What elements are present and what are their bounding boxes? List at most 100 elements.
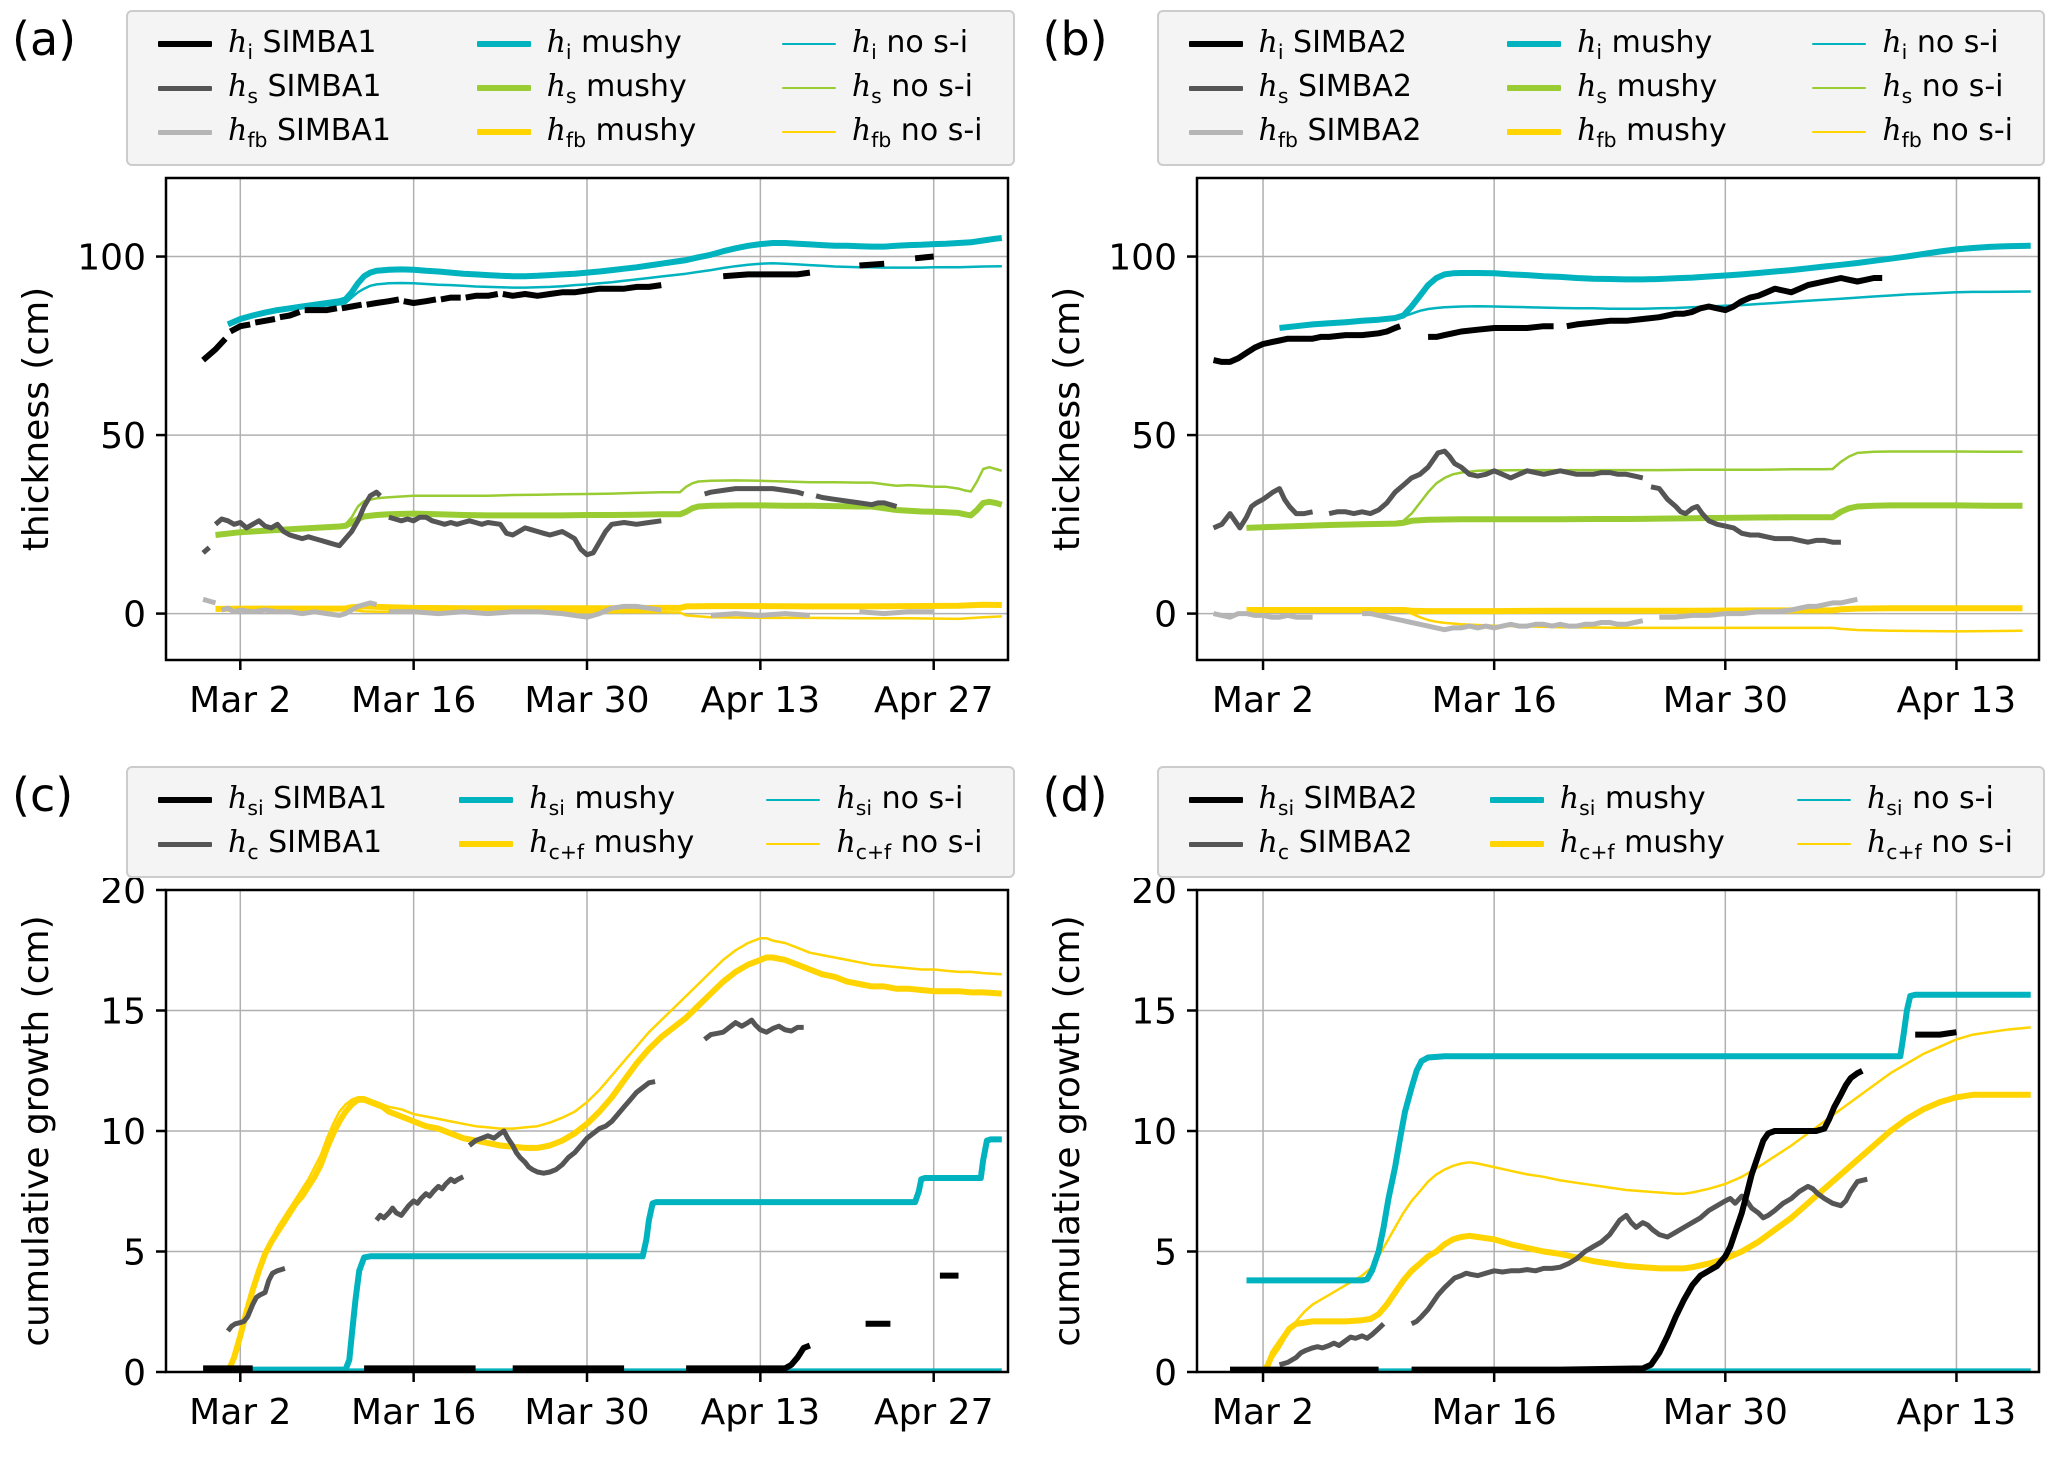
x-tick-label: Mar 30 xyxy=(524,1392,649,1433)
legend-line xyxy=(1796,842,1851,846)
legend-line-swatch xyxy=(476,85,531,91)
legend-line-swatch xyxy=(1796,842,1851,846)
legend-line xyxy=(476,41,531,47)
y-tick-label: 20 xyxy=(100,878,146,912)
legend-line xyxy=(1812,42,1867,46)
series-hsi-mushy xyxy=(215,1136,1002,1372)
y-tick-label: 50 xyxy=(100,416,146,457)
series-hs-no-si xyxy=(215,465,1003,537)
legend-entry: hs SIMBA1 xyxy=(158,66,391,110)
legend-entry: hsi SIMBA2 xyxy=(1188,778,1418,822)
legend-line xyxy=(781,86,836,90)
x-tick-label: Mar 16 xyxy=(1431,680,1556,721)
legend-label: hfb mushy xyxy=(1577,112,1727,152)
legend-entry: hsi mushy xyxy=(1489,778,1725,822)
x-tick-label: Apr 27 xyxy=(874,1392,994,1433)
panel-a: (a) hi SIMBA1 hs SIMBA1 hfb SIMBA1 hi mushy h… xyxy=(8,10,1029,746)
legend-entry: hi SIMBA1 xyxy=(158,22,391,66)
series-hs-mushy xyxy=(1245,502,2022,531)
legend-line xyxy=(158,797,212,803)
y-axis-label: cumulative growth (cm) xyxy=(1047,915,1088,1346)
legend-line xyxy=(1507,41,1562,47)
legend-line xyxy=(1188,41,1243,47)
plot-b: Mar 2 Mar 16 Mar 30 Apr 13 0 50 100 thickness (… xyxy=(1047,176,2040,721)
legend-label: hs mushy xyxy=(546,68,687,108)
y-axis-label: thickness (cm) xyxy=(16,287,57,551)
legend-line xyxy=(1796,798,1851,802)
panel-header-c: (c) hsi SIMBA1 hc SIMBA1 hsi mushy hc+f mush… xyxy=(8,766,1029,878)
axis-ticks: Mar 2 Mar 16 Mar 30 Apr 13 0 5 10 15 20 xyxy=(1131,878,2016,1433)
legend-entry: hfb mushy xyxy=(1507,110,1727,154)
legend-line xyxy=(1489,797,1544,803)
x-tick-label: Apr 13 xyxy=(701,680,821,721)
panel-header-d: (d) hsi SIMBA2 hc SIMBA2 hsi mushy hc+f mush… xyxy=(1039,766,2060,878)
legend-line-swatch xyxy=(1812,130,1867,134)
panel-label-d: (d) xyxy=(1042,768,1108,822)
legend-entry: hs no s-i xyxy=(781,66,983,110)
legend-line xyxy=(1188,85,1243,91)
legend-line-swatch xyxy=(158,841,212,847)
x-tick-label: Mar 16 xyxy=(351,1392,476,1433)
panel-label-b: (b) xyxy=(1042,12,1108,66)
legend-line-swatch xyxy=(158,41,212,47)
legend-label: hs mushy xyxy=(1577,68,1718,108)
x-tick-label: Mar 16 xyxy=(351,680,476,721)
legend-entry: hsi SIMBA1 xyxy=(158,778,387,822)
legend-entry: hs mushy xyxy=(1507,66,1727,110)
legend-line xyxy=(1507,129,1562,135)
legend-line-swatch xyxy=(158,129,212,135)
legend-line xyxy=(158,841,212,847)
legend-label: hsi SIMBA2 xyxy=(1258,780,1418,820)
legend-line-swatch xyxy=(1489,841,1544,847)
legend-line-swatch xyxy=(781,42,836,46)
legend-line-swatch xyxy=(1489,797,1544,803)
series-hsi-simba1 xyxy=(203,1272,959,1372)
legend-label: hfb SIMBA2 xyxy=(1258,112,1422,152)
legend-entry: hs no s-i xyxy=(1812,66,2013,110)
legend-line xyxy=(766,842,821,846)
legend-line-swatch xyxy=(781,130,836,134)
legend-entry: hfb no s-i xyxy=(781,110,983,154)
legend-line xyxy=(158,41,212,47)
legend-label: hfb mushy xyxy=(546,112,697,152)
legend-line-swatch xyxy=(1188,841,1243,847)
series-hsi-mushy xyxy=(1246,991,2031,1284)
legend-line xyxy=(476,85,531,91)
legend-label: hs SIMBA1 xyxy=(228,68,382,108)
legend-label: hi no s-i xyxy=(1882,24,1999,64)
legend-line-swatch xyxy=(1188,797,1243,803)
y-tick-label: 10 xyxy=(100,1112,146,1153)
x-tick-label: Mar 2 xyxy=(189,1392,291,1433)
x-tick-label: Mar 16 xyxy=(1431,1392,1556,1433)
x-tick-label: Mar 30 xyxy=(1662,680,1787,721)
series-hcf-no-si xyxy=(1261,1026,2031,1372)
y-axis-label: thickness (cm) xyxy=(1047,287,1088,551)
series-hcf-mushy xyxy=(1260,1091,2031,1372)
legend-label: hc+f mushy xyxy=(529,824,695,864)
legend-label: hc+f no s-i xyxy=(836,824,983,864)
legend-entry: hi no s-i xyxy=(781,22,983,66)
series-hcf-mushy xyxy=(225,954,1002,1372)
series-hi-mushy xyxy=(1278,242,2031,331)
series-hc-simba1 xyxy=(225,1017,804,1333)
legend-line xyxy=(158,129,212,135)
legend-b: hi SIMBA2 hs SIMBA2 hfb SIMBA2 hi mushy hs m… xyxy=(1156,10,2045,166)
series-hi-simba2 xyxy=(1212,275,1882,365)
legend-label: hc SIMBA2 xyxy=(1258,824,1413,864)
legend-entry: hfb mushy xyxy=(476,110,697,154)
axes-border xyxy=(1195,176,2040,662)
legend-entry: hi no s-i xyxy=(1812,22,2013,66)
axis-ticks: Mar 2 Mar 16 Mar 30 Apr 13 Apr 27 0 5 10 15 20 xyxy=(100,878,993,1433)
legend-entry: hc+f mushy xyxy=(459,822,694,866)
legend-label: hs SIMBA2 xyxy=(1258,68,1412,108)
legend-entry: hi mushy xyxy=(476,22,697,66)
x-tick-label: Mar 2 xyxy=(189,680,291,721)
legend-line-swatch xyxy=(1507,129,1562,135)
legend-line xyxy=(1812,86,1867,90)
legend-entry: hs mushy xyxy=(476,66,697,110)
series-hfb-simba2 xyxy=(1212,596,1858,633)
series-hfb-simba1 xyxy=(202,596,934,620)
x-tick-label: Mar 30 xyxy=(524,680,649,721)
legend-line-swatch xyxy=(1188,41,1243,47)
legend-label: hc SIMBA1 xyxy=(228,824,383,864)
